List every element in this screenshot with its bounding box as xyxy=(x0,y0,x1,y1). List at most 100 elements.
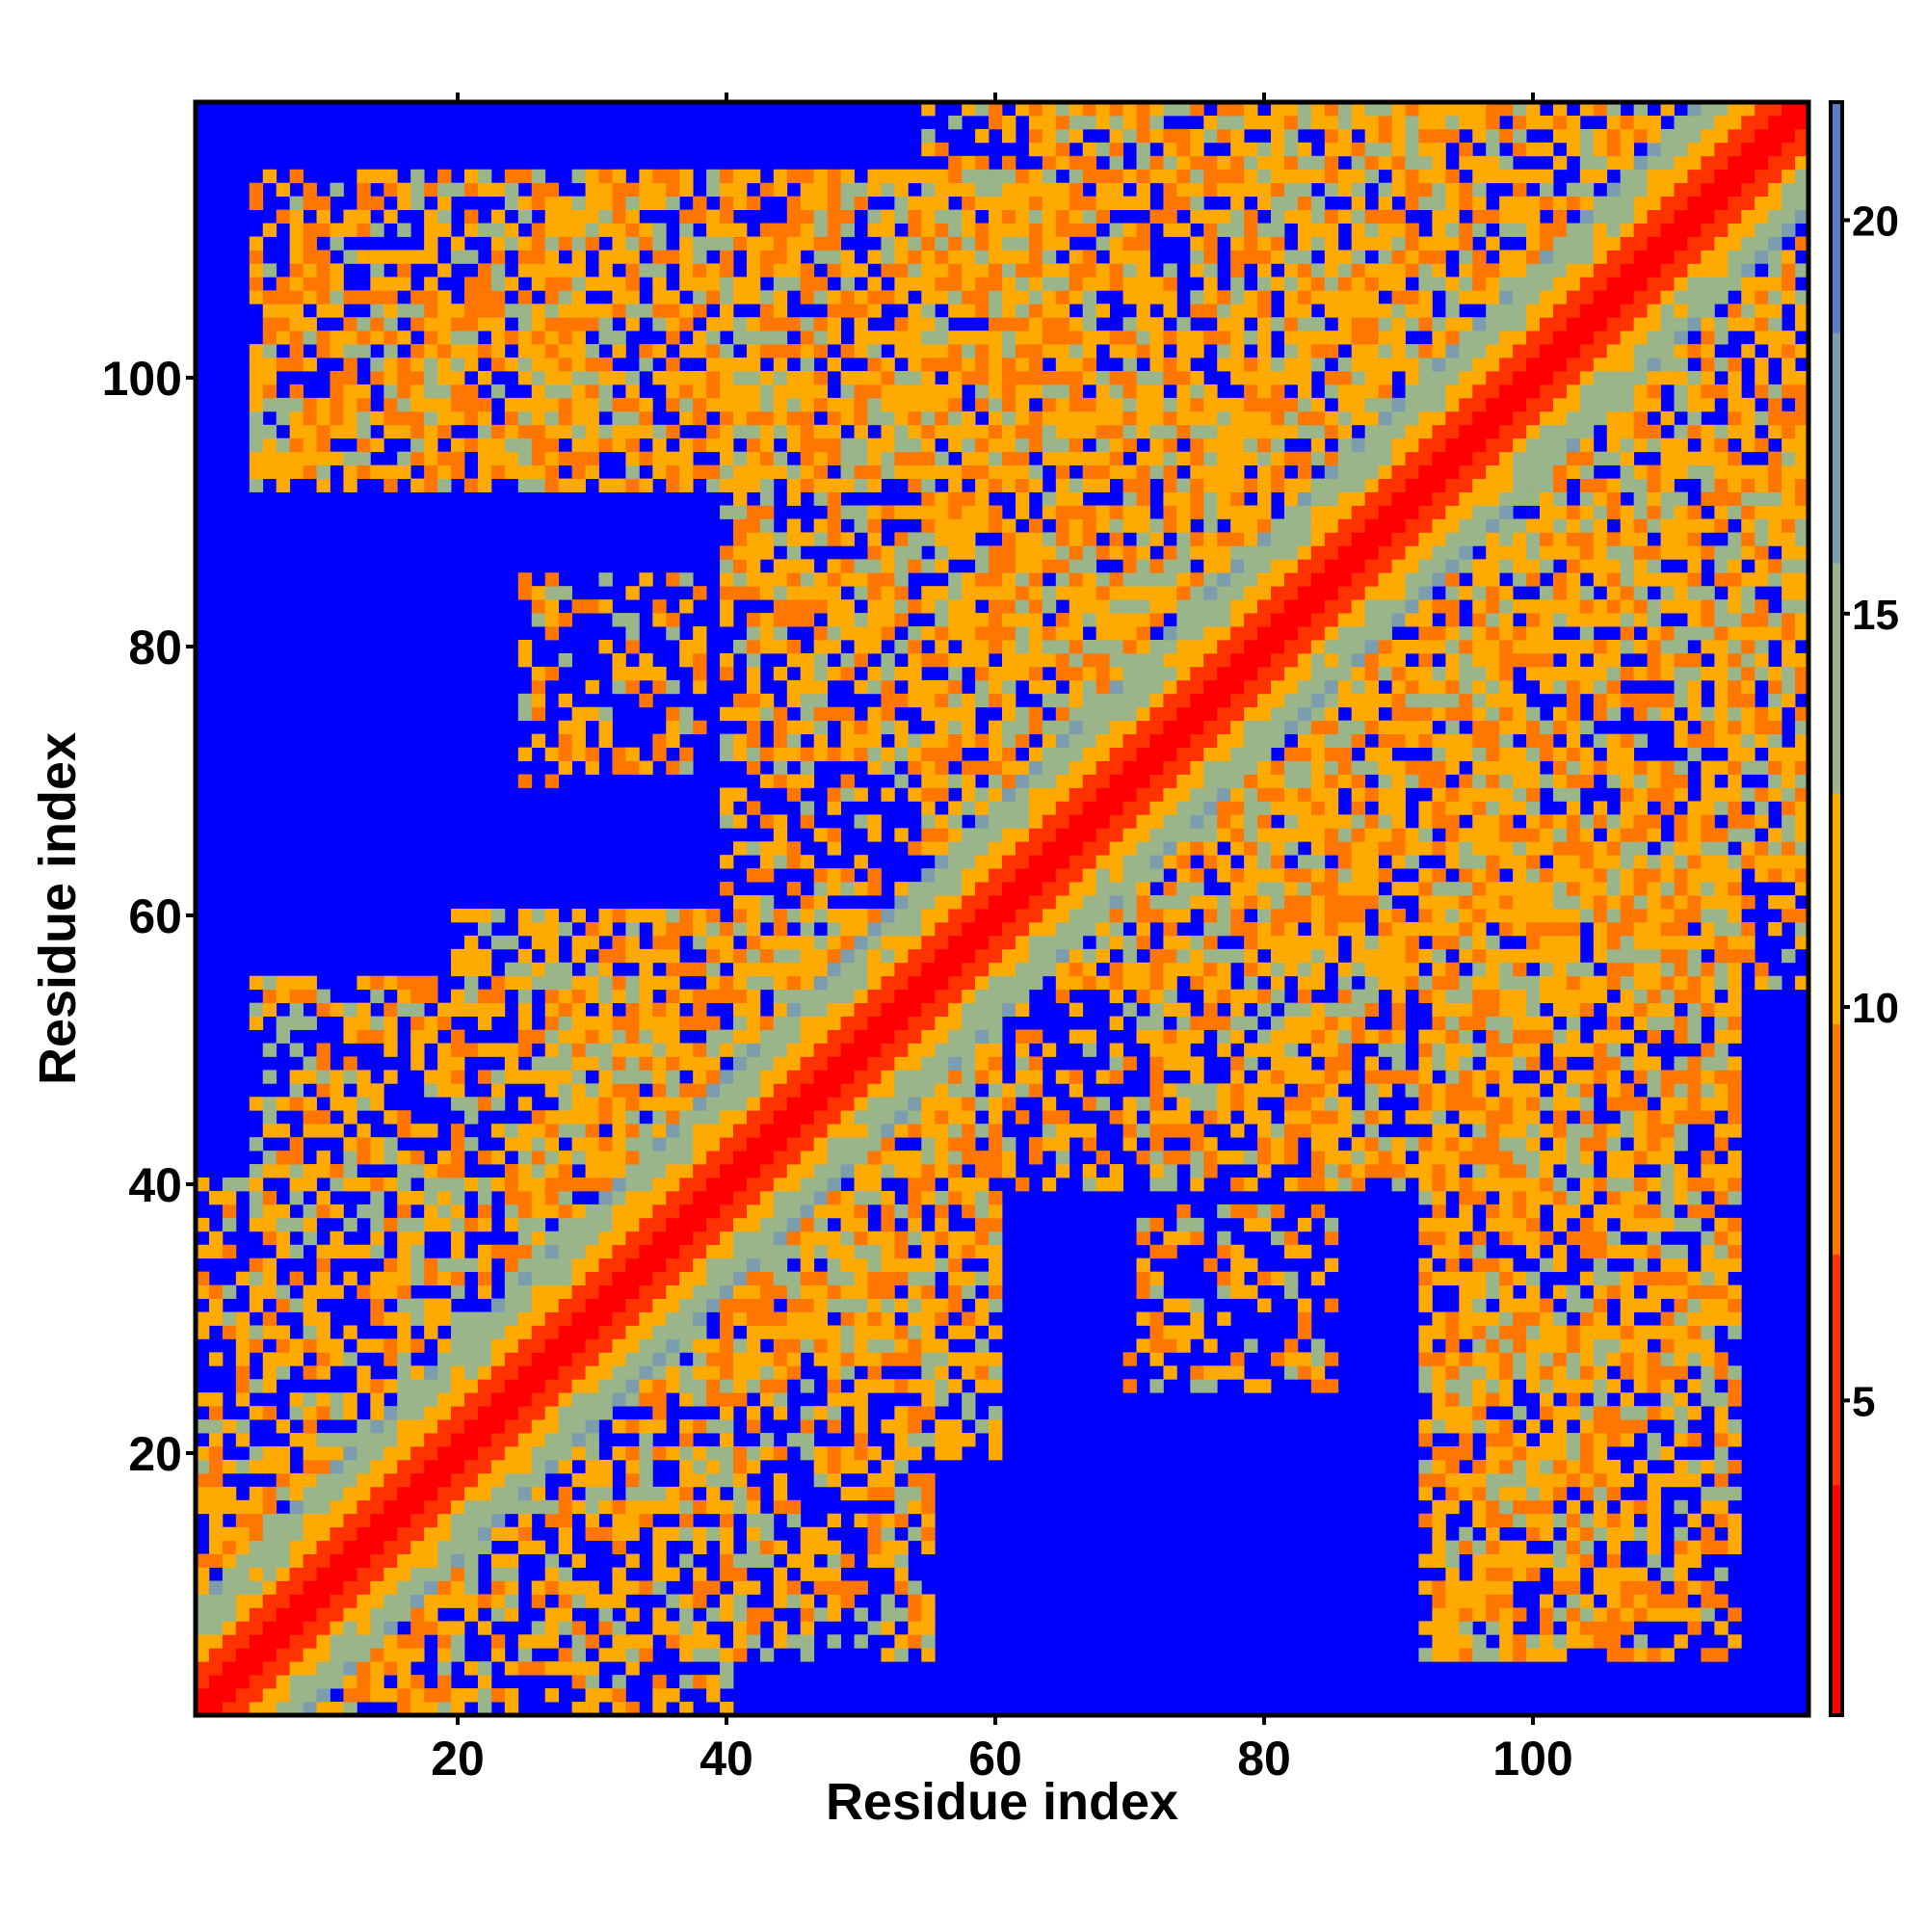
heatmap-cell xyxy=(881,599,895,614)
heatmap-cell xyxy=(343,357,357,372)
heatmap-cell xyxy=(235,1594,251,1608)
heatmap-cell xyxy=(490,909,506,923)
heatmap-cell xyxy=(733,1083,748,1098)
heatmap-cell xyxy=(827,1151,841,1165)
heatmap-cell xyxy=(517,1257,533,1273)
heatmap-cell xyxy=(1163,491,1177,506)
heatmap-cell xyxy=(1002,774,1016,788)
heatmap-cell xyxy=(208,1392,224,1407)
heatmap-cell xyxy=(464,250,479,264)
heatmap-cell xyxy=(827,1244,841,1259)
heatmap-cell xyxy=(989,613,1003,627)
heatmap-cell xyxy=(800,1298,815,1312)
heatmap-cell xyxy=(222,1499,237,1515)
heatmap-cell xyxy=(1002,1151,1016,1165)
heatmap-cell xyxy=(571,424,586,439)
heatmap-cell xyxy=(867,1271,882,1285)
heatmap-cell xyxy=(370,357,384,372)
heatmap-cell xyxy=(303,317,317,331)
heatmap-cell xyxy=(786,491,802,506)
heatmap-cell xyxy=(975,855,990,869)
heatmap-cell xyxy=(733,236,748,251)
heatmap-cell xyxy=(558,1379,572,1393)
heatmap-cell xyxy=(1042,640,1057,654)
heatmap-cell xyxy=(356,1284,371,1299)
heatmap-cell xyxy=(249,1526,264,1542)
heatmap-cell xyxy=(1042,1097,1057,1111)
heatmap-cell xyxy=(989,975,1003,991)
heatmap-cell xyxy=(1082,102,1097,117)
heatmap-cell xyxy=(921,1594,936,1608)
heatmap-cell xyxy=(558,1124,572,1138)
heatmap-cell xyxy=(720,277,734,291)
heatmap-cell xyxy=(222,1217,237,1232)
heatmap-cell xyxy=(571,344,586,358)
heatmap-cell xyxy=(517,1231,533,1246)
heatmap-cell xyxy=(356,1016,371,1030)
heatmap-cell xyxy=(504,1352,519,1366)
heatmap-cell xyxy=(544,1567,560,1581)
heatmap-cell xyxy=(517,921,533,937)
heatmap-cell xyxy=(571,1648,586,1662)
heatmap-cell xyxy=(867,1284,882,1299)
heatmap-cell xyxy=(894,559,909,573)
heatmap-cell xyxy=(598,706,613,722)
heatmap-cell xyxy=(289,196,304,210)
heatmap-cell xyxy=(451,1151,465,1165)
heatmap-cell xyxy=(666,169,680,184)
heatmap-cell xyxy=(989,841,1003,856)
heatmap-cell xyxy=(786,1271,802,1285)
heatmap-cell xyxy=(625,1190,640,1205)
heatmap-cell xyxy=(1095,909,1110,923)
heatmap-cell xyxy=(316,989,330,1004)
heatmap-cell xyxy=(1055,464,1070,479)
heatmap-cell xyxy=(558,263,572,278)
heatmap-cell xyxy=(948,868,963,883)
heatmap-cell xyxy=(531,1164,546,1178)
heatmap-cell xyxy=(908,948,922,964)
heatmap-cell xyxy=(330,1204,344,1219)
heatmap-cell xyxy=(625,1513,640,1528)
heatmap-cell xyxy=(343,478,357,492)
heatmap-cell xyxy=(625,1110,640,1125)
heatmap-cell xyxy=(800,720,815,735)
heatmap-cell xyxy=(975,921,990,937)
heatmap-cell xyxy=(881,1513,895,1528)
heatmap-cell xyxy=(989,1151,1003,1165)
heatmap-cell xyxy=(343,1392,357,1407)
heatmap-cell xyxy=(840,410,855,426)
heatmap-cell xyxy=(1055,317,1070,331)
heatmap-cell xyxy=(1149,787,1164,802)
heatmap-cell xyxy=(840,1204,855,1219)
heatmap-cell xyxy=(437,1151,452,1165)
heatmap-cell xyxy=(948,801,963,815)
heatmap-cell xyxy=(571,1257,586,1273)
heatmap-cell xyxy=(544,317,560,331)
heatmap-cell xyxy=(759,640,775,654)
heatmap-cell xyxy=(1095,666,1110,681)
heatmap-cell xyxy=(666,921,680,937)
heatmap-cell xyxy=(544,1553,560,1568)
heatmap-cell xyxy=(1136,760,1150,775)
heatmap-cell xyxy=(921,841,936,856)
heatmap-cell xyxy=(881,236,895,251)
heatmap-cell xyxy=(962,868,976,883)
heatmap-cell xyxy=(531,1217,546,1232)
heatmap-cell xyxy=(383,1029,398,1044)
heatmap-cell xyxy=(1042,935,1057,950)
heatmap-cell xyxy=(397,1164,411,1178)
heatmap-cell xyxy=(746,747,761,761)
heatmap-cell xyxy=(1095,505,1110,519)
heatmap-cell xyxy=(935,1379,949,1393)
heatmap-cell xyxy=(733,1137,748,1151)
heatmap-cell xyxy=(1122,128,1137,144)
heatmap-cell xyxy=(490,1325,506,1339)
heatmap-cell xyxy=(759,317,775,331)
heatmap-cell xyxy=(666,317,680,331)
heatmap-cell xyxy=(935,814,949,829)
heatmap-cell xyxy=(786,1204,802,1219)
heatmap-cell xyxy=(544,1338,560,1353)
heatmap-cell xyxy=(1028,532,1043,546)
heatmap-cell xyxy=(679,1392,694,1407)
heatmap-cell xyxy=(827,1553,841,1568)
